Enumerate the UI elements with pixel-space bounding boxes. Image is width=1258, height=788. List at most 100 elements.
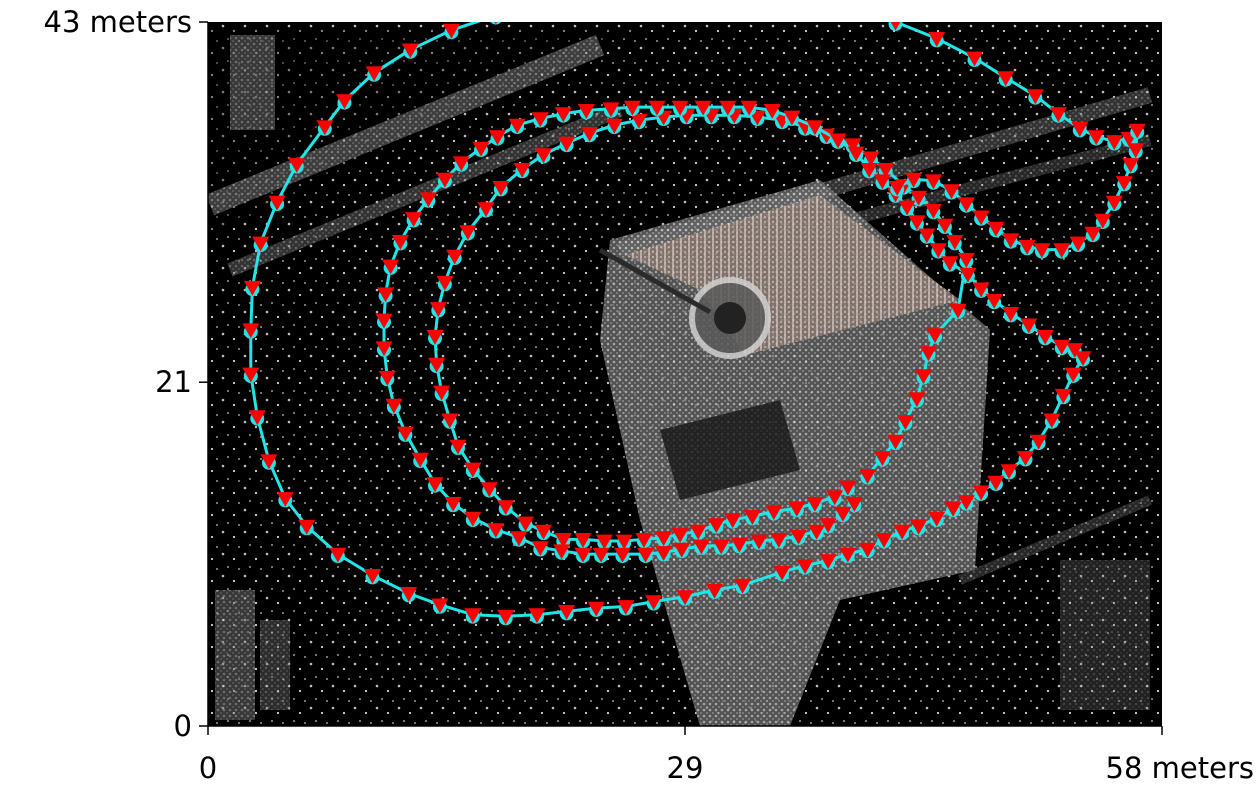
pose-marker: [528, 608, 546, 624]
pose-marker: [487, 523, 505, 538]
pose-marker: [510, 531, 528, 547]
pose-marker-base: [533, 1, 547, 15]
pose-marker: [915, 369, 932, 385]
pose-marker: [987, 221, 1005, 237]
pose-marker: [513, 163, 531, 178]
pose-marker: [252, 236, 270, 252]
pose-marker: [630, 113, 648, 129]
pose-marker: [316, 120, 334, 136]
pose-marker: [743, 510, 761, 525]
pose-marker: [1105, 195, 1123, 211]
y-tick-label: 43 meters: [44, 5, 192, 39]
pose-marker: [987, 475, 1005, 491]
pose-marker: [873, 451, 891, 466]
pose-marker: [449, 439, 467, 455]
pose-marker: [426, 477, 444, 493]
pose-marker: [497, 500, 515, 516]
pose-marker: [719, 100, 737, 116]
pose-marker: [605, 118, 623, 134]
pose-marker: [400, 587, 418, 602]
pose-marker: [873, 174, 891, 190]
pose-marker: [834, 506, 852, 522]
pose-marker: [898, 200, 916, 216]
pose-marker: [494, 22, 497, 24]
pose-marker: [1036, 330, 1054, 345]
pose-marker: [924, 203, 942, 219]
pose-marker: [839, 480, 857, 496]
pose-marker: [623, 100, 641, 116]
pose-marker: [581, 127, 599, 142]
pose-marker: [893, 524, 911, 540]
pose-marker: [941, 256, 959, 272]
pose-marker: [260, 454, 278, 470]
pose-marker: [957, 495, 975, 511]
pose-marker: [558, 605, 576, 620]
pose-marker: [740, 100, 758, 116]
pose-marker: [1074, 351, 1092, 367]
pose-marker: [887, 434, 904, 450]
pose-marker: [248, 410, 266, 426]
pose-marker: [472, 141, 490, 157]
pose-marker: [426, 330, 444, 345]
pose-marker: [441, 413, 459, 429]
pose-marker: [1084, 226, 1102, 242]
trajectory-line: [433, 113, 968, 543]
trajectory-series-2: [242, 0, 1146, 626]
pose-marker: [401, 43, 419, 59]
pose-marker: [1030, 434, 1048, 450]
pose-marker: [442, 23, 460, 39]
pose-marker: [431, 598, 449, 614]
pose-marker: [844, 4, 861, 19]
pose-marker: [464, 511, 482, 527]
pose-marker: [587, 601, 605, 617]
pose-marker: [929, 243, 947, 259]
pose-marker: [1020, 318, 1038, 334]
pose-marker: [489, 130, 506, 146]
pose-marker: [910, 190, 928, 206]
point-cloud-map: [208, 22, 1162, 726]
pose-marker: [554, 107, 572, 123]
pose-marker: [645, 595, 663, 611]
pose-marker: [888, 181, 906, 196]
pose-marker: [859, 542, 877, 558]
pose-marker: [577, 104, 595, 119]
pose-marker: [875, 533, 893, 548]
pose-marker: [1000, 464, 1018, 480]
pose-marker: [919, 346, 937, 362]
pose-marker: [692, 539, 710, 555]
pose-marker: [763, 104, 781, 119]
pose-marker: [910, 519, 928, 535]
pose-marker: [926, 328, 944, 344]
pose-marker: [375, 313, 393, 329]
pose-marker: [1033, 243, 1051, 259]
pose-marker: [1017, 451, 1034, 466]
pose-marker: [1087, 130, 1105, 146]
pose-marker: [1002, 233, 1020, 249]
pose-marker: [428, 357, 446, 373]
pose-marker: [972, 210, 990, 226]
pose-marker: [602, 102, 620, 118]
pose-marker: [862, 151, 880, 167]
pose-marker: [756, 0, 773, 1]
pose-marker-base: [801, 0, 815, 10]
pose-marker: [429, 302, 447, 317]
pose-marker: [839, 547, 857, 563]
pose-marker: [574, 533, 592, 548]
pose-marker: [1049, 107, 1067, 123]
y-tick-label: 21: [155, 365, 192, 399]
pose-marker: [382, 259, 400, 275]
pose-marker: [1066, 343, 1084, 358]
pose-marker: [635, 533, 653, 548]
pose-marker: [957, 253, 975, 268]
pose-marker: [966, 51, 983, 67]
pose-marker: [1002, 307, 1020, 322]
pose-marker: [800, 0, 817, 9]
pose-marker: [531, 112, 549, 128]
pose-marker: [908, 215, 926, 231]
pose-marker: [436, 275, 454, 291]
pose-marker: [673, 542, 691, 558]
pose-marker: [637, 547, 654, 563]
pose-marker: [365, 66, 383, 82]
